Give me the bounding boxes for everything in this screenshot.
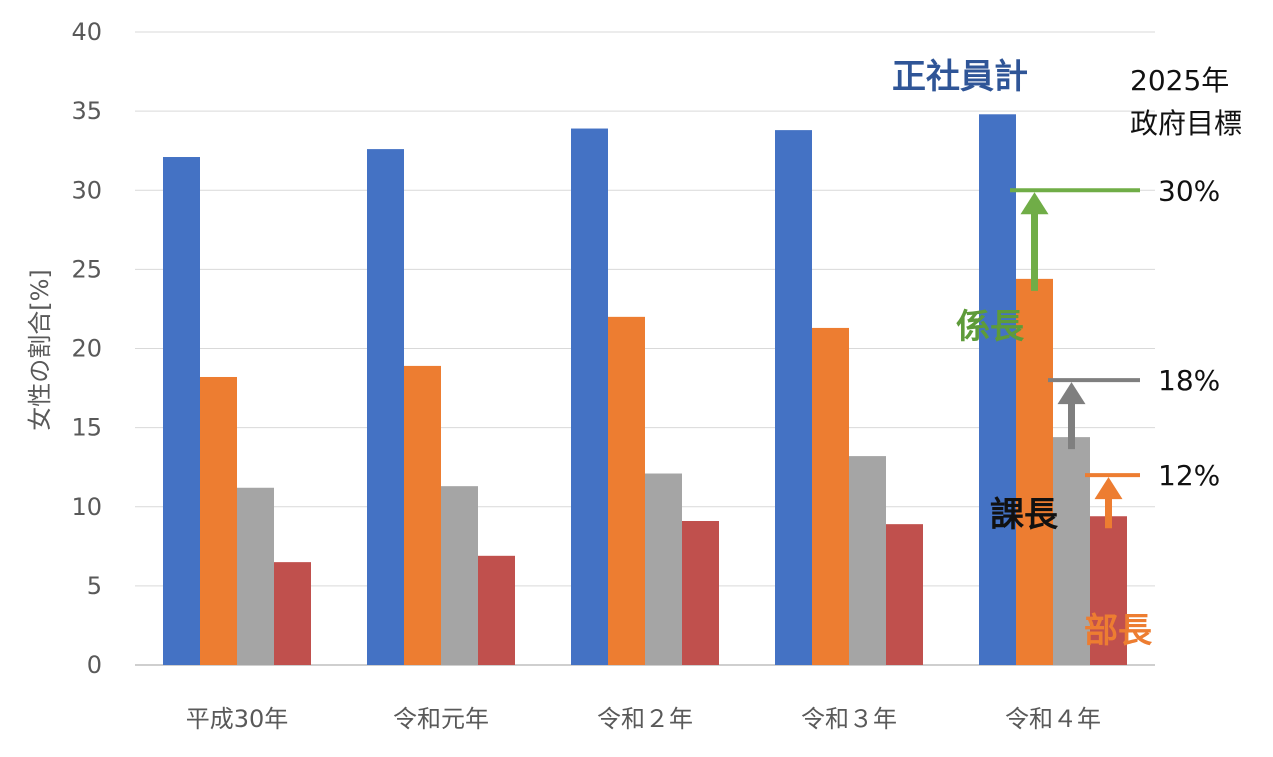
bar — [1090, 516, 1127, 665]
x-axis-ticks: 平成30年 令和元年 令和２年 令和３年 令和４年 — [186, 705, 1101, 733]
bar — [478, 555, 515, 665]
y-tick-label: 30 — [71, 176, 102, 204]
bar — [163, 157, 200, 665]
bar — [812, 327, 849, 665]
bar — [775, 130, 812, 666]
y-tick-label: 0 — [87, 651, 102, 679]
bars — [163, 114, 1127, 666]
target-annotations: 30% 18% 12% — [1010, 174, 1220, 529]
y-axis-label: 女性の割合[%] — [26, 269, 54, 431]
target-arrow-head — [1094, 477, 1123, 500]
bar — [237, 487, 274, 665]
bar — [886, 524, 923, 665]
label-kakaricho: 係長 — [956, 307, 1025, 347]
bar — [979, 114, 1016, 666]
target-header-line2: 政府目標 — [1130, 107, 1242, 140]
label-bucho: 部長 — [1084, 611, 1153, 651]
target-arrow-head — [1057, 382, 1086, 405]
bar — [200, 376, 237, 665]
bar — [682, 520, 719, 665]
label-kacho: 課長 — [990, 495, 1059, 535]
y-tick-label: 35 — [71, 97, 102, 125]
y-tick-label: 20 — [71, 335, 102, 363]
x-tick-label: 平成30年 — [186, 705, 289, 733]
y-tick-label: 15 — [71, 414, 102, 442]
bar — [1053, 437, 1090, 665]
y-tick-label: 10 — [71, 493, 102, 521]
target-value-label: 12% — [1158, 459, 1220, 492]
label-total: 正社員計 — [892, 57, 1028, 97]
y-tick-label: 40 — [71, 18, 102, 46]
bar — [849, 456, 886, 665]
x-tick-label: 令和元年 — [393, 705, 489, 733]
target-value-label: 30% — [1158, 174, 1220, 207]
bar — [571, 128, 608, 666]
bar — [1016, 278, 1053, 665]
bar — [404, 365, 441, 665]
y-tick-label: 5 — [87, 572, 102, 600]
x-tick-label: 令和３年 — [801, 705, 897, 733]
x-tick-label: 令和２年 — [597, 705, 693, 733]
bar — [608, 316, 645, 665]
bar — [645, 473, 682, 665]
bar — [441, 486, 478, 665]
bar — [367, 149, 404, 666]
bar — [274, 562, 311, 665]
target-value-label: 18% — [1158, 364, 1220, 397]
y-axis-ticks: 0 5 10 15 20 25 30 35 40 — [71, 18, 102, 679]
y-tick-label: 25 — [71, 255, 102, 283]
target-header-line1: 2025年 — [1130, 64, 1229, 97]
x-tick-label: 令和４年 — [1005, 705, 1101, 733]
target-arrow-head — [1020, 192, 1049, 215]
